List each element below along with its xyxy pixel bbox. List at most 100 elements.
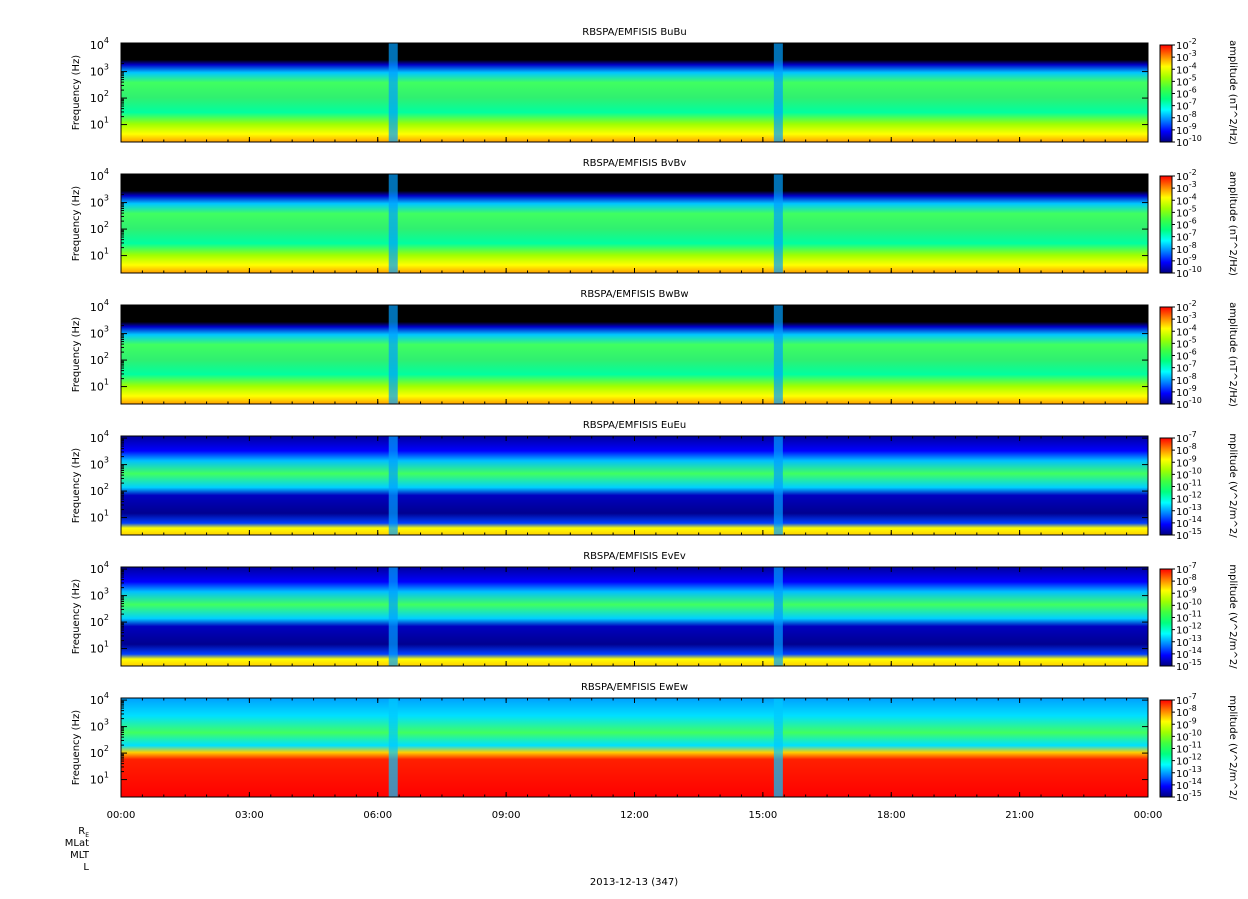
y-tick-label: 102 [90,482,109,498]
y-tick-label: 104 [90,429,109,445]
colorbar-tick-label: 10-10 [1176,134,1202,149]
event-strip-1 [388,305,398,404]
colorbar-tick-label: 10-11 [1176,741,1202,756]
spectrogram-panels: RBSPA/EMFISIS BuBu Frequency (Hz) 101 102 10… [71,27,1238,804]
colorbar-tick-label: 10-4 [1176,61,1197,76]
colorbar-tick-label: 10-13 [1176,634,1202,649]
colorbar-tick-label: 10-7 [1176,561,1197,576]
spectrogram-image [121,436,1148,535]
y-axis-label: Frequency (Hz) [71,448,82,524]
event-strip-1 [388,43,398,142]
colorbar-tick-label: 10-10 [1176,265,1202,280]
colorbar-tick-label: 10-3 [1176,311,1197,326]
y-tick-label: 102 [90,89,109,105]
panel-4: RBSPA/EMFISIS EuEu Frequency (Hz) 101 102 10… [71,420,1238,542]
colorbar-tick-label: 10-5 [1176,73,1197,88]
y-axis-label: Frequency (Hz) [71,186,82,262]
y-tick-label: 104 [90,560,109,576]
colorbar-tick-label: 10-7 [1176,360,1197,375]
y-axis-label: Frequency (Hz) [71,579,82,655]
colorbar-tick-label: 10-9 [1176,384,1197,399]
colorbar [1159,175,1173,274]
colorbar [1159,568,1173,667]
y-tick-label: 101 [90,640,109,656]
colorbar-tick-label: 10-8 [1176,573,1197,588]
colorbar-tick-label: 10-8 [1176,241,1197,256]
event-strip-1 [388,174,398,273]
x-tick-label: 21:00 [1005,810,1034,821]
y-tick-label: 102 [90,351,109,367]
y-axis-label: Frequency (Hz) [71,317,82,393]
event-strip-2 [773,305,783,404]
colorbar-tick-label: 10-8 [1176,704,1197,719]
colorbar-tick-label: 10-7 [1176,430,1197,445]
y-tick-label: 102 [90,613,109,629]
colorbar-tick-label: 10-6 [1176,348,1197,363]
event-strip-2 [773,698,783,797]
y-tick-label: 104 [90,298,109,314]
colorbar [1159,306,1173,405]
colorbar-tick-label: 10-11 [1176,610,1202,625]
colorbar-tick-label: 10-10 [1176,396,1202,411]
event-strip-1 [388,698,398,797]
event-strip-2 [773,436,783,535]
colorbar-tick-label: 10-13 [1176,503,1202,518]
panel-2: RBSPA/EMFISIS BvBv Frequency (Hz) 101 102 10… [71,158,1238,280]
event-strip-2 [773,43,783,142]
colorbar-tick-label: 10-11 [1176,479,1202,494]
colorbar-label: mplitude (V^2/m^2/ [1227,564,1238,669]
colorbar-tick-label: 10-13 [1176,765,1202,780]
y-tick-label: 101 [90,247,109,263]
y-tick-label: 103 [90,456,109,472]
ephem-label-mlat: MLat [65,838,89,849]
colorbar-label: amplitude (nT^2/Hz) [1227,302,1238,407]
colorbar-tick-label: 10-3 [1176,180,1197,195]
x-tick-label: 06:00 [363,810,392,821]
colorbar [1159,437,1173,536]
panel-title: RBSPA/EMFISIS BuBu [582,27,686,38]
ephemeris-labels: RE MLat MLT L [65,826,90,873]
colorbar-tick-label: 10-7 [1176,229,1197,244]
colorbar-tick-label: 10-4 [1176,323,1197,338]
date-label: 2013-12-13 (347) [590,877,678,888]
x-tick-label: 03:00 [235,810,264,821]
spectrogram-image [121,567,1148,666]
y-tick-label: 104 [90,36,109,52]
x-tick-label: 18:00 [877,810,906,821]
colorbar-tick-label: 10-2 [1176,168,1197,183]
x-tick-label: 09:00 [492,810,521,821]
ephem-label-re: RE [78,826,89,839]
y-axis-label: Frequency (Hz) [71,710,82,786]
colorbar-label: amplitude (nT^2/Hz) [1227,171,1238,276]
colorbar-label: amplitude (nT^2/Hz) [1227,40,1238,145]
colorbar-tick-label: 10-12 [1176,491,1202,506]
y-tick-label: 103 [90,63,109,79]
colorbar-tick-label: 10-8 [1176,110,1197,125]
colorbar-tick-label: 10-15 [1176,789,1202,804]
x-tick-label: 15:00 [748,810,777,821]
y-tick-label: 102 [90,220,109,236]
colorbar-label: mplitude (V^2/m^2/ [1227,695,1238,800]
panel-title: RBSPA/EMFISIS EuEu [583,420,686,431]
y-tick-label: 101 [90,378,109,394]
y-tick-label: 101 [90,771,109,787]
colorbar-tick-label: 10-7 [1176,692,1197,707]
panel-title: RBSPA/EMFISIS EvEv [583,551,686,562]
event-strip-2 [773,567,783,666]
x-tick-label: 00:00 [1134,810,1163,821]
panel-title: RBSPA/EMFISIS BwBw [580,289,688,300]
panel-3: RBSPA/EMFISIS BwBw Frequency (Hz) 101 102 10… [71,289,1238,411]
colorbar-tick-label: 10-10 [1176,728,1202,743]
colorbar-tick-label: 10-8 [1176,372,1197,387]
spectrogram-image [121,305,1148,404]
colorbar-tick-label: 10-9 [1176,585,1197,600]
y-tick-label: 104 [90,167,109,183]
colorbar-label: mplitude (V^2/m^2/ [1227,433,1238,538]
colorbar-tick-label: 10-9 [1176,454,1197,469]
colorbar-tick-label: 10-9 [1176,122,1197,137]
colorbar-tick-label: 10-10 [1176,597,1202,612]
colorbar-tick-label: 10-14 [1176,646,1202,661]
colorbar-tick-label: 10-3 [1176,49,1197,64]
ephem-label-mlt: MLT [70,850,90,861]
